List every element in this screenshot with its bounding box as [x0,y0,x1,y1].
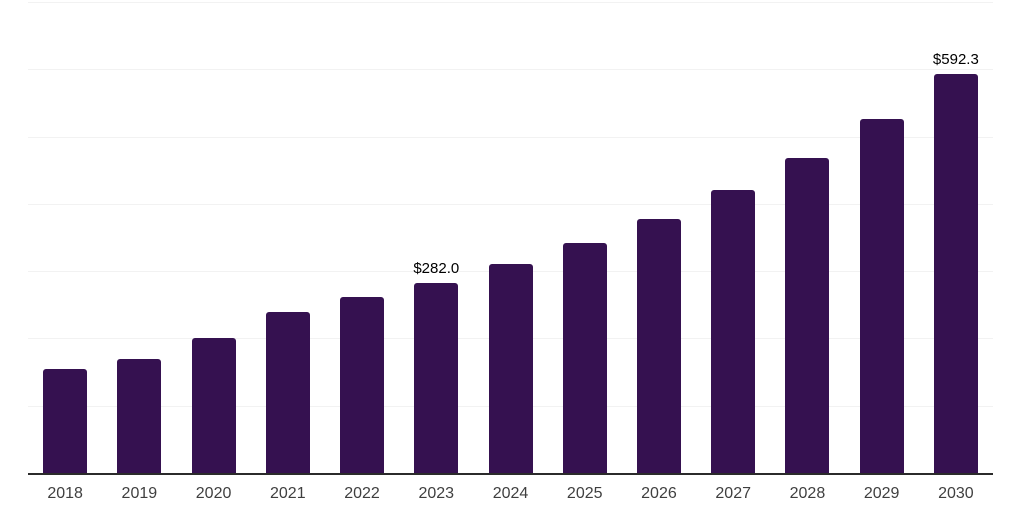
gridline [28,203,993,205]
x-tick-label: 2026 [641,485,677,502]
x-tick-label: 2025 [566,485,603,502]
x-axis-line [28,473,993,475]
x-tick-label: 2024 [492,485,529,502]
bar [859,119,904,473]
bar [340,296,385,473]
x-tick-label: 2023 [418,485,455,502]
bars: $282.0 $592.3 [28,2,993,473]
x-tick-label: 2020 [195,485,232,502]
x-tick-label: 2019 [121,485,158,502]
bar [265,311,310,473]
x-tick-label: 2018 [47,485,83,502]
bar [414,283,459,473]
bar [488,263,533,473]
bar [933,74,978,473]
x-tick-label: 2028 [789,485,826,502]
x-tick-label: 2021 [270,485,306,502]
bar [191,337,236,473]
plot-area: $282.0 $592.3 [28,2,993,473]
x-tick-label: 2027 [715,485,751,502]
bar-value-label: $592.3 [932,51,979,69]
x-axis-labels: 2018 2019 2020 2021 2022 2023 2024 2025 2026 2027… [28,484,993,506]
bar [711,190,756,473]
bar [562,242,607,473]
bar [636,219,681,473]
bar [117,359,162,473]
bar [43,369,88,473]
gridline [28,69,993,71]
x-tick-label: 2030 [938,485,974,502]
x-tick-label: 2029 [863,485,900,502]
gridline [28,2,993,3]
gridline [28,136,993,138]
bar [785,158,830,473]
x-tick-label: 2022 [344,485,380,502]
bar-value-label: $282.0 [413,260,460,278]
